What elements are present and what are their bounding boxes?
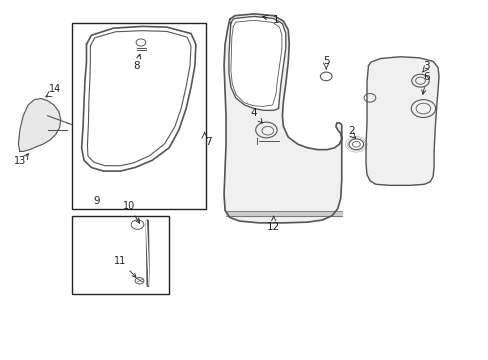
Polygon shape (19, 99, 61, 152)
Text: 6: 6 (421, 72, 429, 94)
Text: 7: 7 (204, 138, 211, 148)
Text: 14: 14 (49, 85, 61, 94)
Polygon shape (225, 212, 341, 216)
Text: 12: 12 (266, 216, 280, 232)
Text: 3: 3 (423, 61, 429, 71)
Text: 8: 8 (133, 54, 141, 71)
Text: 1: 1 (262, 15, 279, 25)
Polygon shape (228, 17, 285, 111)
Bar (72, 216, 169, 294)
Bar (72, 23, 205, 208)
Polygon shape (366, 57, 438, 185)
Polygon shape (224, 14, 341, 223)
Text: 5: 5 (322, 56, 329, 66)
Text: 10: 10 (122, 201, 139, 223)
Text: 11: 11 (114, 256, 136, 277)
Text: 9: 9 (93, 197, 100, 206)
Text: 4: 4 (249, 108, 262, 123)
Text: 2: 2 (347, 126, 354, 136)
Text: 13: 13 (14, 156, 26, 166)
